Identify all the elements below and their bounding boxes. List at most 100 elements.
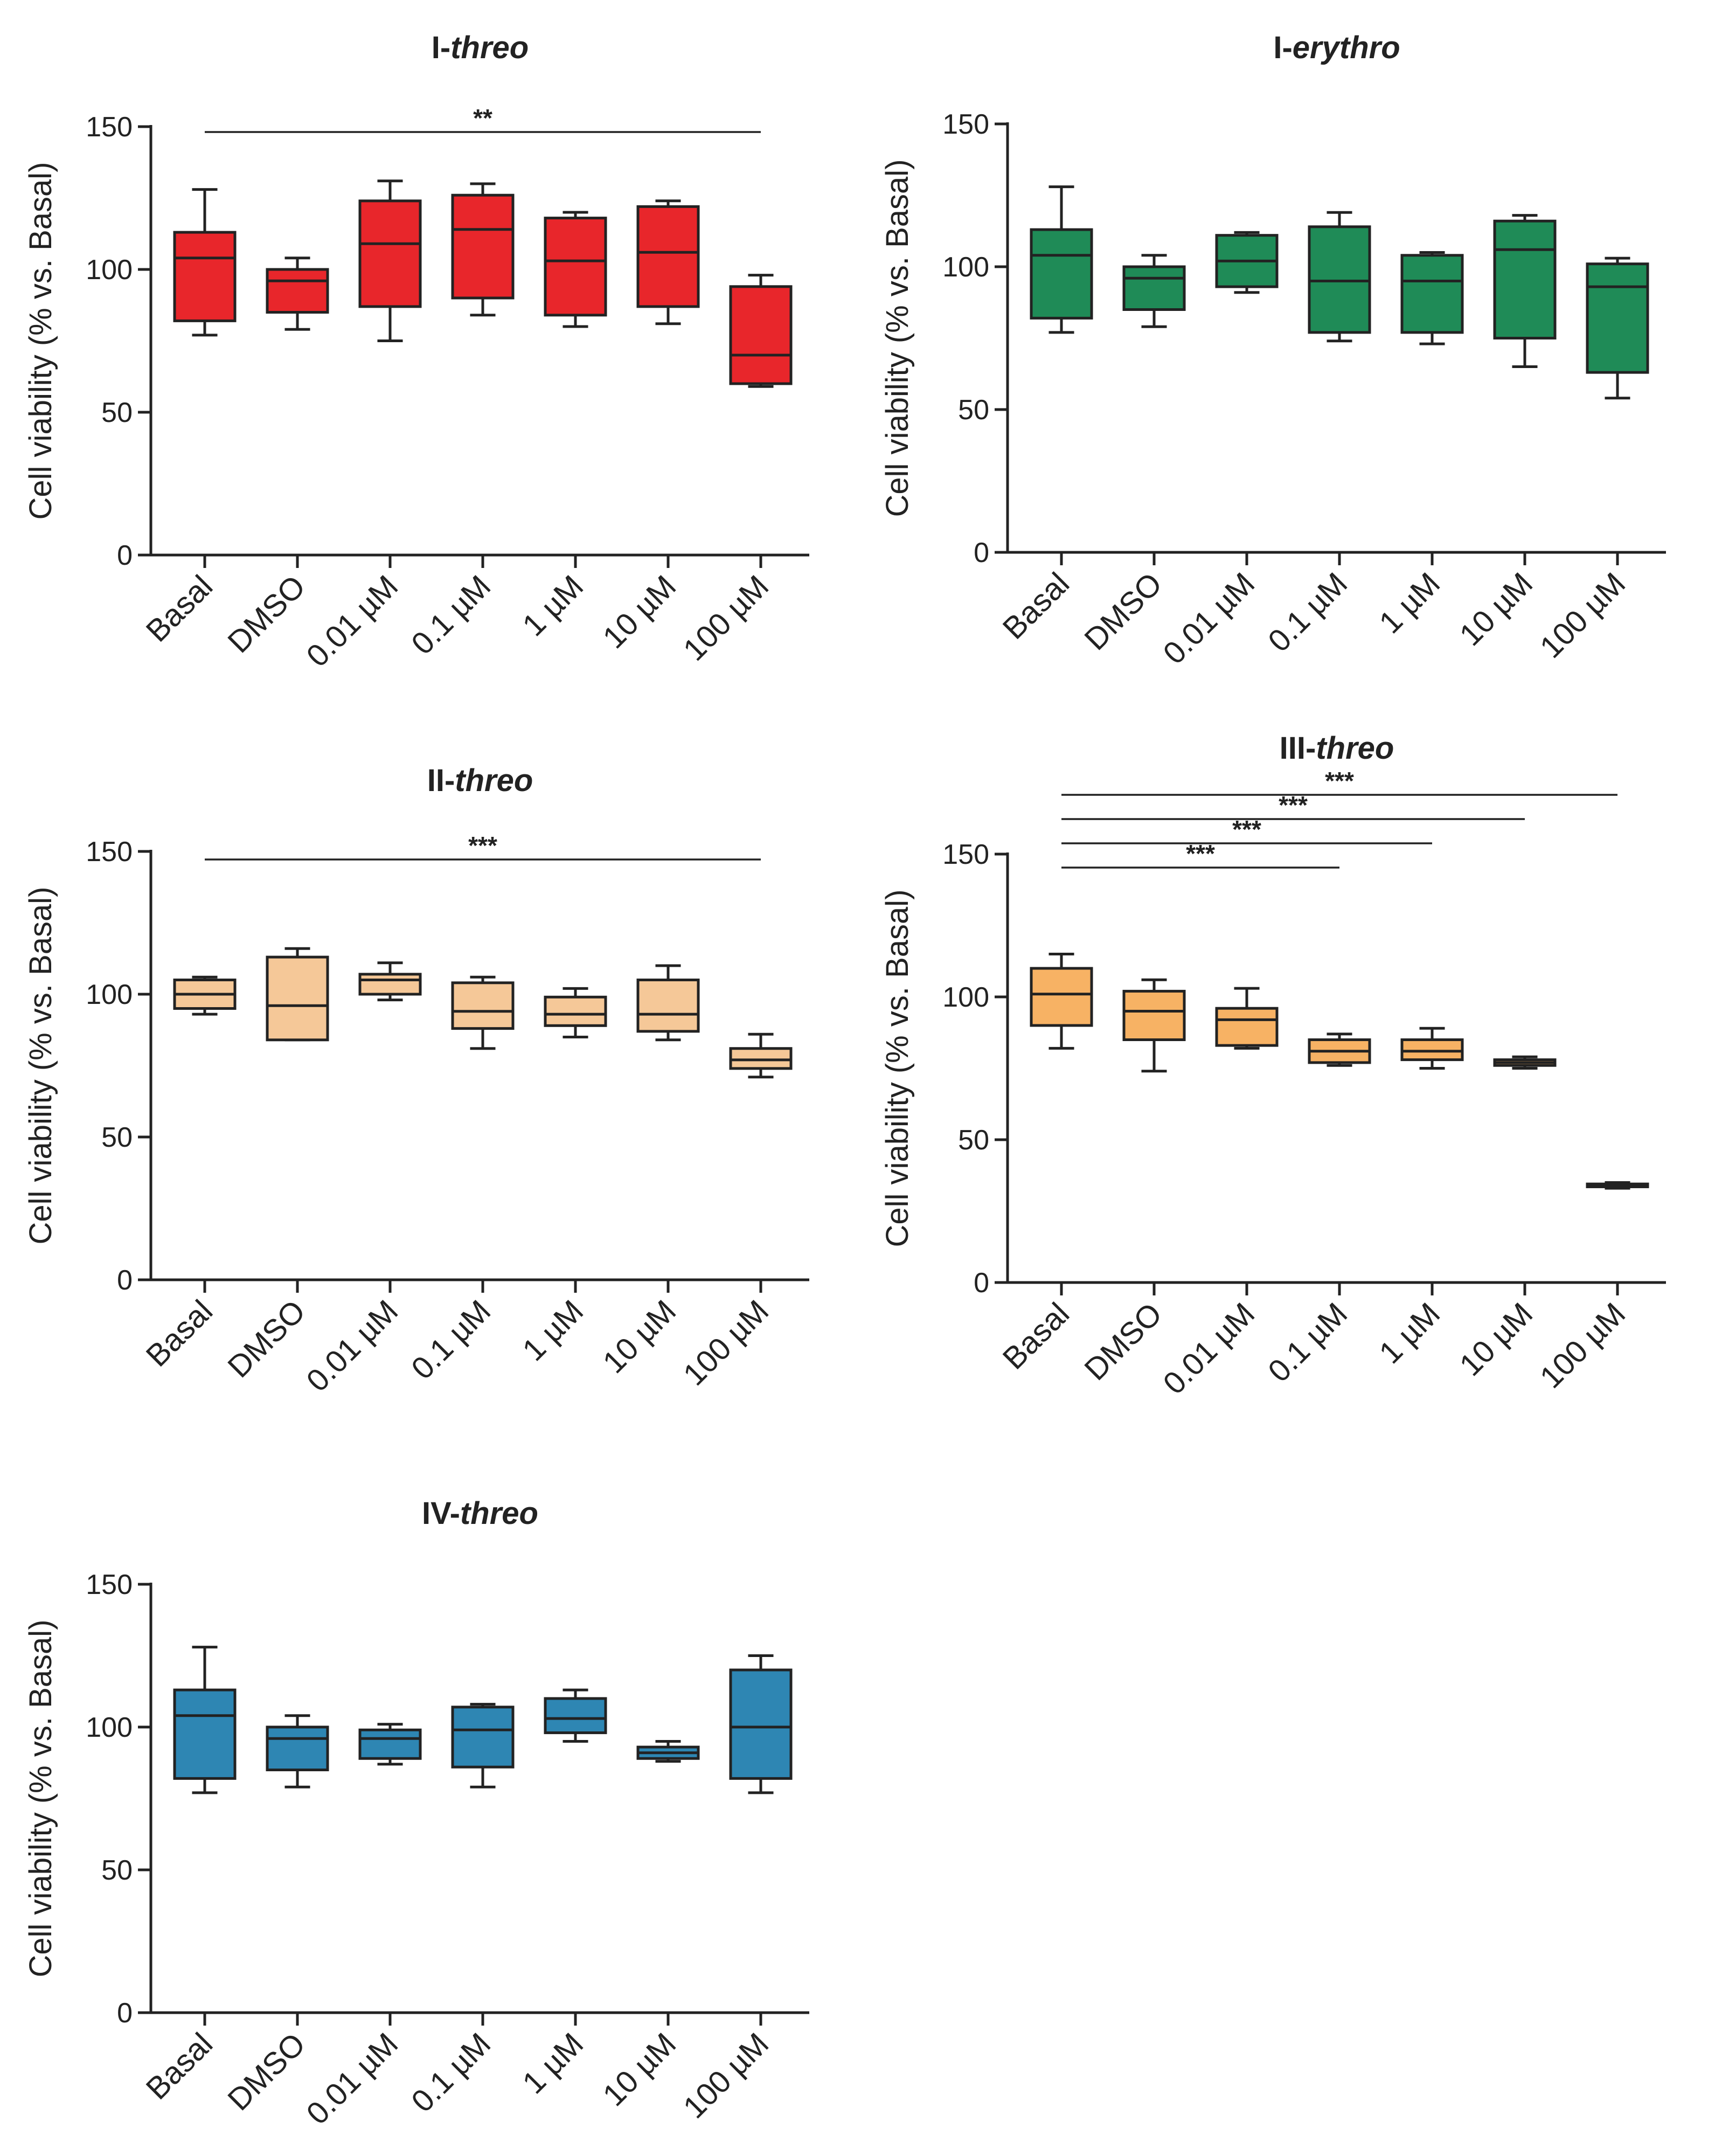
x-tick-label: 0.01 µM [1156,1296,1261,1401]
x-tick-label: Basal [140,2026,220,2106]
y-tick-label: 50 [101,397,133,428]
x-tick-label: 0.01 µM [300,569,405,674]
box-plot-4 [1308,1032,1371,1067]
iqr-box [1122,265,1186,311]
chart-panel-i-threo: I-threo Cell viability (% vs. Basal) 0 50 10… [0,11,841,679]
x-tick-label: DMSO [1078,566,1169,657]
x-tick-label: 10 µM [1453,566,1539,653]
box-plot-6 [636,1740,700,1763]
box-plot-2 [266,1714,329,1788]
iqr-box [451,1706,515,1769]
x-tick-label: 100 µM [677,1293,776,1392]
x-tick-label: 10 µM [596,1293,683,1380]
box-plot-3 [358,179,422,342]
box-plot-4 [1308,211,1371,343]
x-tick-label: DMSO [1078,1296,1169,1387]
box-plot-5 [544,211,607,328]
y-tick-label: 50 [958,1125,989,1156]
box-plot-7 [1586,1181,1649,1190]
iqr-box [729,285,793,385]
y-tick-label: 100 [942,252,989,283]
y-tick-label: 50 [101,1855,133,1886]
chart-title: I-threo [432,30,529,65]
x-tick-label: 10 µM [596,2026,683,2113]
iqr-box [266,955,329,1042]
x-tick-label: Basal [996,566,1077,646]
chart-title: I-erythro [1273,30,1400,65]
x-tick-label: 10 µM [596,569,683,655]
x-tick-label: 0.1 µM [405,1293,497,1386]
x-tick-label: 1 µM [1372,1296,1447,1370]
x-tick-label: 1 µM [516,1293,590,1368]
iqr-box [266,268,329,314]
box-plot-4 [451,975,515,1050]
y-axis-label: Cell viability (% vs. Basal) [23,162,58,520]
y-tick-label: 0 [974,1267,989,1299]
x-tick-label: 0.1 µM [1261,566,1354,658]
iqr-box [451,193,515,300]
x-tick-label: 0.01 µM [300,2026,405,2131]
box-plot-2 [266,256,329,331]
chart-panel-i-erythro: I-erythro Cell viability (% vs. Basal) 0 50… [857,11,1697,679]
x-tick-label: 1 µM [516,2026,590,2100]
y-tick-label: 150 [86,1569,133,1600]
box-plot-6 [636,199,700,325]
x-tick-label: Basal [996,1296,1077,1376]
significance-label: *** [1232,815,1261,843]
iqr-box [636,979,700,1033]
x-tick-label: 0.1 µM [405,569,497,661]
box-plot-7 [729,1654,793,1794]
box-plot-1 [173,1646,237,1794]
y-tick-label: 0 [117,1998,133,2029]
significance-label: *** [1279,791,1308,819]
chart-panel-iii-threo: III-threo Cell viability (% vs. Basal) 0 50… [857,711,1697,1401]
y-tick-label: 100 [86,254,133,286]
iqr-box [451,981,515,1030]
y-tick-label: 50 [958,394,989,426]
box-plot-5 [544,1688,607,1743]
significance-label: *** [1325,767,1354,795]
box-plot-3 [1215,231,1279,294]
chart-panel-iv-threo: IV-threo Cell viability (% vs. Basal) 0 50 1… [0,1476,841,2145]
x-tick-label: DMSO [221,569,312,660]
x-tick-label: 100 µM [677,569,776,668]
y-tick-label: 100 [86,1712,133,1743]
iqr-box [1400,1038,1464,1062]
box-plot-6 [636,964,700,1042]
significance-label: *** [468,831,497,859]
chart-panel-ii-threo: II-threo Cell viability (% vs. Basal) 0 50 1… [0,744,841,1412]
box-plot-3 [358,1723,422,1766]
y-tick-label: 150 [86,836,133,868]
y-axis-label: Cell viability (% vs. Basal) [23,887,58,1245]
chart-svg: II-threo Cell viability (% vs. Basal) 0 50 1… [23,763,809,1398]
iqr-box [1493,219,1557,340]
chart-svg: IV-threo Cell viability (% vs. Basal) 0 50 1… [23,1496,809,2131]
x-tick-label: DMSO [221,2026,312,2117]
y-axis-label: Cell viability (% vs. Basal) [23,1620,58,1978]
x-tick-label: 10 µM [1453,1296,1539,1383]
y-tick-label: 0 [974,537,989,569]
iqr-box [636,205,700,308]
y-tick-label: 100 [942,982,989,1013]
box-plot-3 [358,961,422,1002]
box-plot-2 [1122,978,1186,1073]
x-tick-label: 0.1 µM [405,2026,497,2119]
chart-title: IV-threo [422,1496,538,1531]
iqr-box [729,1668,793,1780]
iqr-box [266,1725,329,1771]
iqr-box [358,199,422,308]
chart-title: III-threo [1280,731,1394,766]
x-tick-label: 0.1 µM [1261,1296,1354,1389]
chart-title: II-threo [427,763,533,798]
box-plot-6 [1493,214,1557,368]
box-plot-4 [451,1703,515,1788]
box-plot-5 [544,987,607,1038]
y-tick-label: 50 [101,1122,133,1153]
y-tick-label: 150 [942,109,989,140]
iqr-box [1586,262,1649,374]
y-tick-label: 150 [942,839,989,870]
iqr-box [729,1047,793,1070]
iqr-box [544,217,607,317]
iqr-box [173,1688,237,1780]
iqr-box [1215,1007,1279,1047]
